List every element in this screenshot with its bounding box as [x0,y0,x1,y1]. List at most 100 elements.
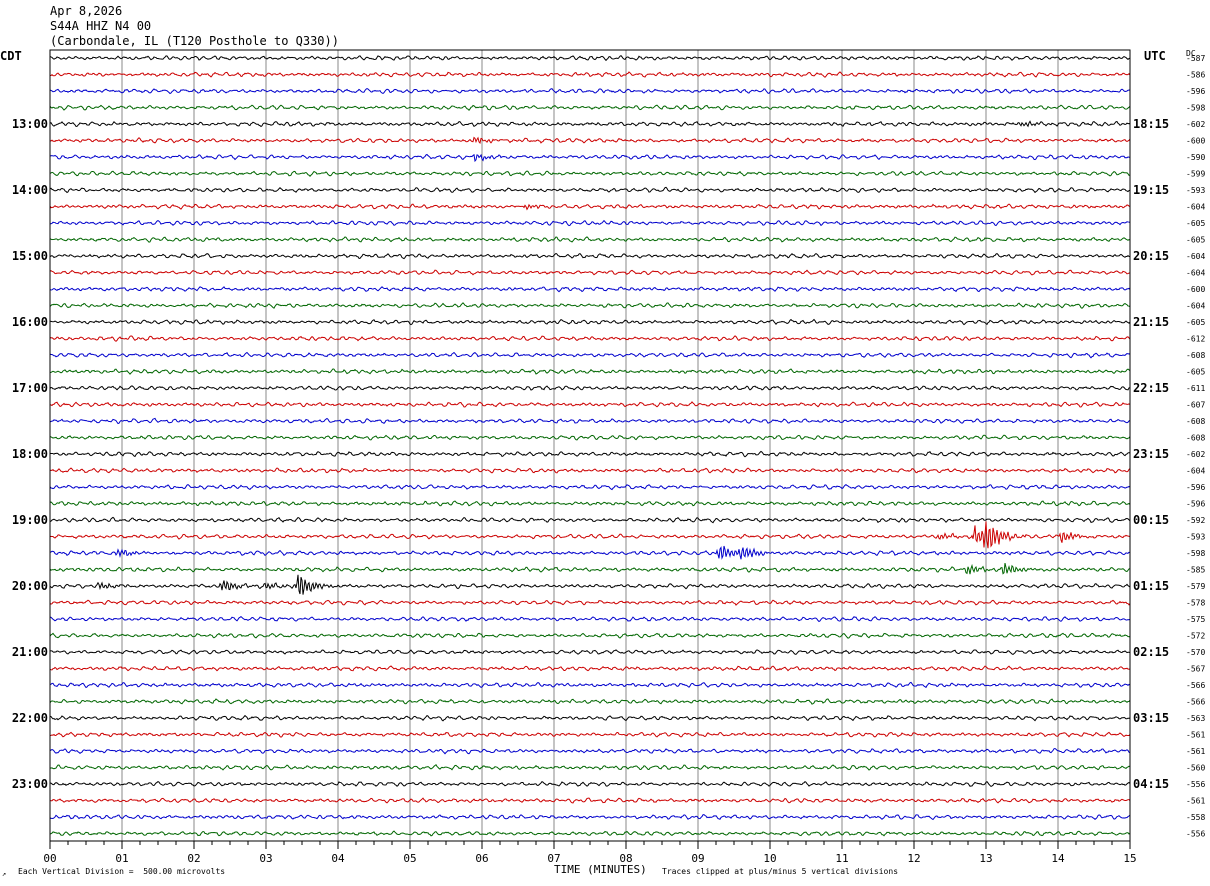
dc-offset-label: -596 [1186,483,1205,492]
cdt-hour-label: 16:00 [12,315,48,329]
dc-offset-label: -593 [1186,533,1205,542]
x-tick-label: 00 [43,852,56,865]
trace-line [49,136,1131,144]
utc-hour-label: 02:15 [1133,645,1169,659]
trace-line [49,681,1131,689]
dc-offset-label: -567 [1186,665,1205,674]
trace-line [49,153,1131,163]
cdt-hour-label: 14:00 [12,183,48,197]
trace-line [49,203,1131,211]
trace-line [49,665,1131,672]
dc-offset-label: -587 [1186,54,1205,63]
trace-line [49,286,1131,293]
trace-line [49,269,1131,276]
trace-line [49,467,1131,474]
utc-axis-title: UTC [1144,49,1166,63]
x-tick-label: 11 [835,852,848,865]
dc-offset-label: -604 [1186,302,1205,311]
scale-note: Each Vertical Division = 500.00 microvol… [18,867,226,876]
dc-offset-label: -599 [1186,170,1205,179]
dc-offset-label: -566 [1186,698,1205,707]
trace-line [49,649,1131,656]
dc-offset-label: -605 [1186,368,1205,377]
dc-offset-label: -608 [1186,351,1205,360]
cdt-hour-label: 18:00 [12,447,48,461]
dc-offset-label: -598 [1186,104,1205,113]
x-tick-label: 04 [331,852,345,865]
x-tick-label: 13 [979,852,992,865]
trace-line [49,302,1131,309]
trace-line [49,335,1131,342]
station-label: S44A HHZ N4 00 [50,19,152,33]
seismic-traces [49,55,1131,837]
trace-line [49,632,1131,639]
trace-line [49,55,1131,62]
dc-offset-label: -593 [1186,186,1205,195]
trace-line [49,351,1131,359]
dc-offset-labels: -587 -586 -596 -598 -602 -600 -590 -599 -593 -604… [1186,54,1205,839]
dc-offset-label: -586 [1186,71,1205,80]
x-axis-label: TIME (MINUTES) [554,863,647,876]
dc-offset-label: -605 [1186,318,1205,327]
x-tick-label: 03 [259,852,272,865]
dc-offset-label: -561 [1186,747,1205,756]
dc-offset-label: -566 [1186,681,1205,690]
dc-offset-label: -600 [1186,137,1205,146]
trace-line [49,545,1131,560]
trace-line [49,731,1131,738]
dc-offset-label: -605 [1186,236,1205,245]
dc-offset-label: -575 [1186,615,1205,624]
utc-hour-labels: 18:15 19:15 20:15 21:15 22:15 23:15 00:15 01:15… [1133,117,1169,791]
cdt-hour-label: 19:00 [12,513,48,527]
x-tick-label: 02 [187,852,200,865]
dc-offset-label: -605 [1186,219,1205,228]
dc-offset-label: -608 [1186,434,1205,443]
trace-line [49,521,1131,549]
trace-line [49,616,1131,623]
trace-line [49,562,1131,575]
x-tick-label: 14 [1051,852,1065,865]
trace-line [49,71,1131,78]
cdt-axis-title: CDT [0,49,22,63]
dc-offset-label: -596 [1186,87,1205,96]
x-axis-ticks: 00 01 02 03 04 05 06 07 08 09 10 11 12 13 14 15 [43,841,1137,865]
dc-axis-title: DC [1186,49,1196,58]
trace-line [49,483,1131,491]
trace-line [49,170,1131,177]
trace-line [49,516,1131,524]
dc-offset-label: -612 [1186,335,1205,344]
dc-offset-label: -607 [1186,401,1205,410]
dc-offset-label: -556 [1186,830,1205,839]
trace-line [49,417,1131,425]
x-tick-label: 07 [547,852,560,865]
utc-hour-label: 04:15 [1133,777,1169,791]
x-tick-label: 10 [763,852,776,865]
cdt-hour-label: 20:00 [12,579,48,593]
cdt-hour-label: 15:00 [12,249,48,263]
trace-line [49,500,1131,507]
cdt-hour-label: 21:00 [12,645,48,659]
plot-frame [49,49,1131,842]
cdt-hour-label: 17:00 [12,381,48,395]
dc-offset-label: -604 [1186,467,1205,476]
utc-hour-label: 23:15 [1133,447,1169,461]
trace-line [49,450,1131,458]
x-tick-label: 09 [691,852,704,865]
dc-offset-label: -608 [1186,417,1205,426]
trace-line [49,434,1131,441]
trace-line [49,385,1131,391]
trace-line [49,236,1131,243]
utc-hour-label: 19:15 [1133,183,1169,197]
trace-line [49,780,1131,788]
dc-offset-label: -560 [1186,764,1205,773]
corner-mark: ↗ [2,870,7,878]
trace-line [49,104,1131,111]
clip-note: Traces clipped at plus/minus 5 vertical … [662,867,899,876]
dc-offset-label: -600 [1186,285,1205,294]
dc-offset-label: -570 [1186,648,1205,657]
dc-offset-label: -604 [1186,269,1205,278]
dc-offset-label: -578 [1186,599,1205,608]
dc-offset-label: -596 [1186,500,1205,509]
trace-line [49,830,1131,837]
